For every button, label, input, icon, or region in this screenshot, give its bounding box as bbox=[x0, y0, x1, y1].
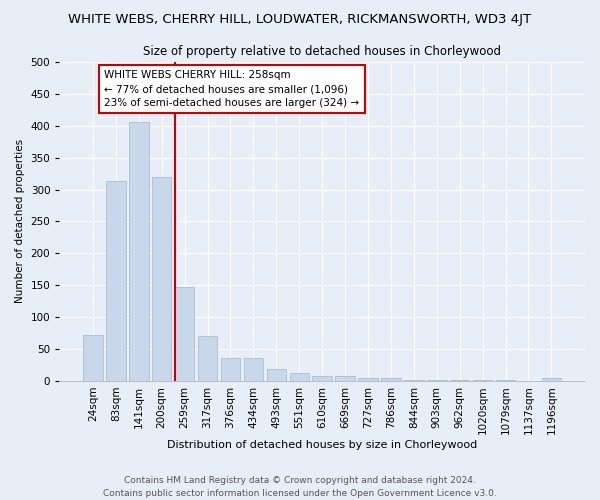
Bar bbox=[313, 376, 332, 381]
Text: Contains HM Land Registry data © Crown copyright and database right 2024.
Contai: Contains HM Land Registry data © Crown c… bbox=[103, 476, 497, 498]
Bar bbox=[266, 368, 286, 381]
Bar bbox=[358, 378, 378, 381]
Bar bbox=[83, 335, 103, 381]
Bar bbox=[152, 176, 172, 381]
Bar bbox=[129, 122, 149, 381]
Bar bbox=[404, 380, 424, 381]
Bar bbox=[198, 336, 217, 381]
X-axis label: Distribution of detached houses by size in Chorleywood: Distribution of detached houses by size … bbox=[167, 440, 477, 450]
Bar bbox=[381, 378, 401, 381]
Bar bbox=[473, 380, 493, 381]
Bar bbox=[496, 380, 515, 381]
Bar bbox=[450, 380, 469, 381]
Title: Size of property relative to detached houses in Chorleywood: Size of property relative to detached ho… bbox=[143, 45, 501, 58]
Bar bbox=[175, 287, 194, 381]
Text: WHITE WEBS, CHERRY HILL, LOUDWATER, RICKMANSWORTH, WD3 4JT: WHITE WEBS, CHERRY HILL, LOUDWATER, RICK… bbox=[68, 12, 532, 26]
Y-axis label: Number of detached properties: Number of detached properties bbox=[15, 140, 25, 304]
Text: WHITE WEBS CHERRY HILL: 258sqm
← 77% of detached houses are smaller (1,096)
23% : WHITE WEBS CHERRY HILL: 258sqm ← 77% of … bbox=[104, 70, 359, 108]
Bar bbox=[427, 380, 446, 381]
Bar bbox=[290, 372, 309, 381]
Bar bbox=[221, 358, 240, 381]
Bar bbox=[335, 376, 355, 381]
Bar bbox=[106, 180, 125, 381]
Bar bbox=[244, 358, 263, 381]
Bar bbox=[542, 378, 561, 381]
